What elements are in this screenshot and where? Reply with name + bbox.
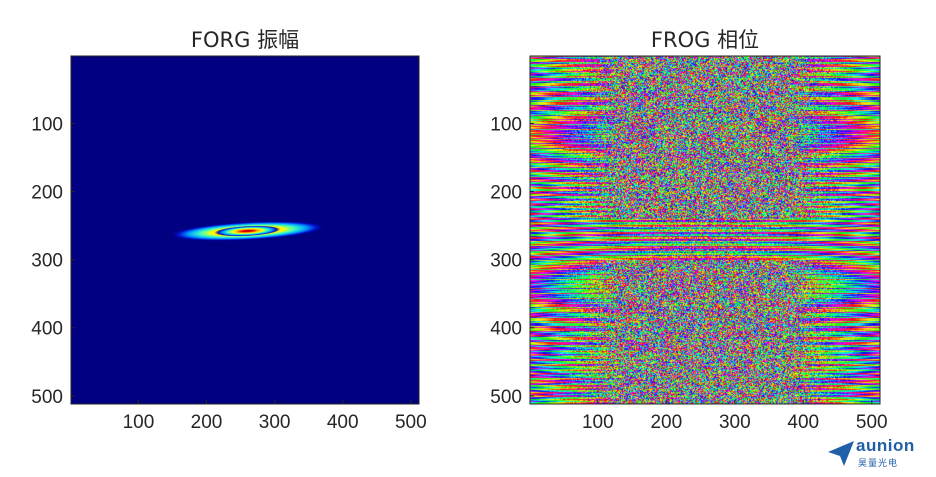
amplitude-y-tick-label: 200 <box>31 183 63 204</box>
brand-logo: aunion 昊量光电 <box>826 436 930 470</box>
amplitude-y-axis: 100 200 300 400 500 <box>31 114 75 408</box>
phase-x-tick-label: 500 <box>856 412 888 433</box>
phase-y-axis: 100 200 300 400 500 <box>490 114 534 408</box>
amplitude-x-axis: 100 200 300 400 500 <box>123 400 427 433</box>
logo-subtitle: 昊量光电 <box>858 459 899 469</box>
paper-plane-icon <box>828 441 854 466</box>
amplitude-title: FORG 振幅 <box>191 28 299 52</box>
phase-heatmap <box>530 56 880 404</box>
amplitude-x-tick-label: 100 <box>123 412 155 433</box>
phase-y-tick-label: 400 <box>490 319 522 340</box>
logo-name: aunion <box>856 436 915 455</box>
phase-x-tick-label: 200 <box>650 412 682 433</box>
phase-y-tick-label: 200 <box>490 183 522 204</box>
amplitude-pulse-core <box>214 225 281 237</box>
amplitude-y-tick-label: 100 <box>31 114 63 135</box>
amplitude-x-tick-label: 300 <box>259 412 291 433</box>
amplitude-panel: FORG 振幅 100 200 300 400 500 100 200 300 400 500 <box>31 28 426 433</box>
phase-x-tick-label: 400 <box>787 412 819 433</box>
phase-y-tick-label: 500 <box>490 387 522 408</box>
phase-x-axis: 100 200 300 400 500 <box>582 400 888 433</box>
amplitude-x-tick-label: 400 <box>327 412 359 433</box>
amplitude-x-tick-label: 200 <box>191 412 223 433</box>
amplitude-y-tick-label: 300 <box>31 251 63 272</box>
phase-y-tick-label: 100 <box>490 114 522 135</box>
phase-panel: FROG 相位 100 200 300 400 500 100 200 300 400 500 <box>490 28 887 433</box>
phase-x-tick-label: 100 <box>582 412 614 433</box>
amplitude-x-tick-label: 500 <box>395 412 427 433</box>
phase-title: FROG 相位 <box>651 28 759 52</box>
phase-x-tick-label: 300 <box>719 412 751 433</box>
amplitude-y-tick-label: 500 <box>31 387 63 408</box>
amplitude-features <box>169 220 326 242</box>
phase-plot-area <box>530 56 880 404</box>
amplitude-y-tick-label: 400 <box>31 319 63 340</box>
phase-y-tick-label: 300 <box>490 251 522 272</box>
